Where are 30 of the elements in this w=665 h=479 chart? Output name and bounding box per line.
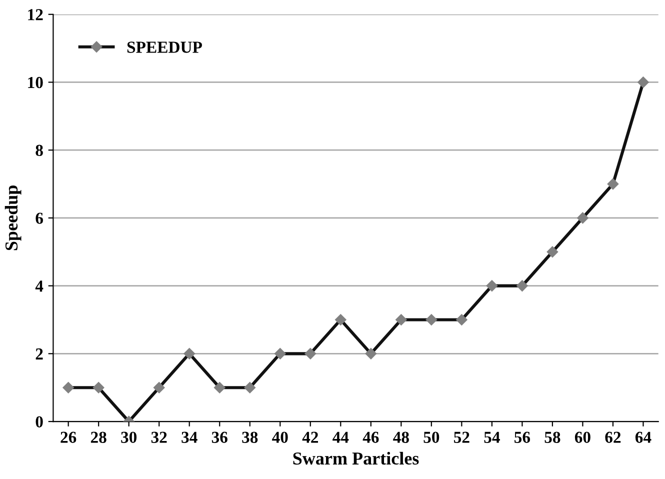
y-tick-label: 4 — [35, 280, 44, 292]
x-tick-label: 40 — [272, 432, 288, 443]
x-axis-title: Swarm Particles — [293, 452, 419, 465]
x-tick-label: 50 — [424, 432, 440, 443]
x-tick-label: 30 — [121, 432, 137, 443]
x-tick-label: 28 — [90, 432, 106, 443]
x-tick-label: 64 — [635, 432, 652, 443]
x-tick-label: 36 — [212, 432, 228, 443]
x-tick-label: 56 — [514, 432, 530, 443]
x-tick-label: 48 — [393, 432, 409, 443]
x-tick-label: 46 — [362, 432, 379, 443]
x-tick-label: 58 — [544, 432, 560, 443]
x-tick-label: 60 — [574, 432, 590, 443]
x-tick-label: 26 — [60, 432, 76, 443]
legend-label: SPEEDUP — [127, 42, 202, 53]
y-tick-label: 0 — [36, 416, 43, 428]
x-tick-label: 42 — [302, 432, 318, 443]
x-tick-label: 34 — [182, 432, 198, 443]
y-tick-label: 8 — [36, 144, 43, 156]
x-tick-label: 44 — [332, 432, 349, 443]
x-tick-label: 38 — [242, 432, 258, 443]
y-tick-label: 12 — [28, 9, 43, 20]
x-tick-label: 32 — [151, 432, 167, 443]
y-tick-label: 6 — [36, 212, 43, 224]
y-tick-label: 2 — [36, 348, 43, 360]
x-tick-label: 62 — [605, 432, 621, 443]
x-tick-label: 52 — [454, 432, 470, 443]
y-axis-title: Speedup — [4, 186, 22, 250]
x-tick-label: 54 — [484, 432, 500, 443]
y-tick-label: 10 — [28, 76, 43, 88]
